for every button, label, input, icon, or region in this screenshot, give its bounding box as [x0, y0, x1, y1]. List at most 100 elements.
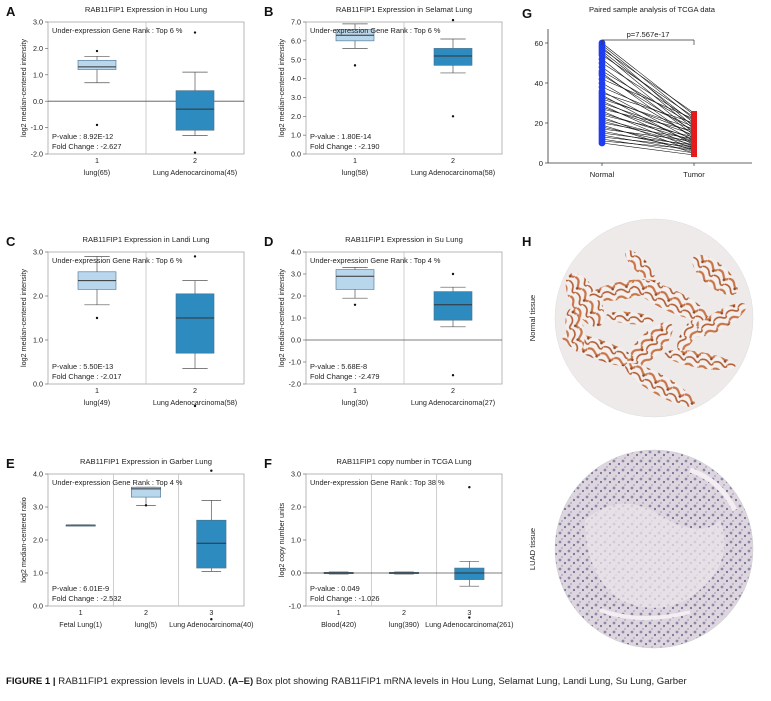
pair-line [601, 142, 695, 156]
panel-letter: F [264, 456, 272, 471]
pair-line [601, 130, 695, 150]
box [335, 269, 375, 290]
y-tick-label: 3.0 [33, 18, 43, 27]
pair-line [601, 48, 695, 114]
box [175, 90, 215, 131]
normal-tissue-texture [562, 250, 747, 407]
y-tick-label: -1.0 [289, 602, 301, 611]
group-label: Blood(420) [321, 620, 356, 629]
y-tick-label: 1.0 [33, 569, 43, 578]
tumor-point [691, 129, 697, 133]
box [131, 486, 162, 498]
y-tick-label: 3.0 [33, 503, 43, 512]
tissue-strand [664, 349, 736, 371]
y-tick-label: 2.0 [291, 503, 301, 512]
y-tick-label: 1.0 [33, 70, 43, 79]
group-label: Lung Adenocarcinoma(27) [411, 398, 495, 407]
group-index: 1 [353, 156, 357, 165]
tissue-strand [565, 273, 605, 327]
y-tick-label: 0.0 [33, 97, 43, 106]
pair-line [601, 54, 695, 118]
group-label: lung(58) [342, 168, 368, 177]
tissue-strand [565, 308, 585, 352]
box-panel-f: F RAB11FIP1 copy number in TCGA Lung -1.0 0… [264, 456, 513, 629]
outlier-point [210, 618, 213, 621]
outlier-point [451, 115, 455, 118]
box [433, 48, 473, 66]
y-tick-label: 2.0 [33, 292, 43, 301]
outlier-point [95, 123, 99, 127]
tissue-strand [625, 363, 695, 407]
box-panel-d: D RAB11FIP1 Expression in Su Lung -2.0 -1.0… [264, 234, 503, 407]
pair-line [601, 82, 695, 138]
pair-line [601, 102, 695, 136]
outlier-point [451, 18, 455, 22]
tumor-point [691, 147, 697, 151]
box-panel-b: B RAB11FIP1 Expression in Selamat Lung 0.0… [264, 4, 503, 177]
y-tick-label: 7.0 [291, 18, 301, 27]
x-tick-label: Normal [590, 170, 615, 179]
group-index: 1 [337, 608, 341, 617]
pair-line [601, 122, 695, 140]
panel-title: Paired sample analysis of TCGA data [589, 5, 716, 14]
pair-line [601, 120, 695, 146]
y-axis-label: log2 median-centered intensity [277, 269, 286, 367]
y-tick-label: 3.0 [33, 248, 43, 257]
outlier-point [468, 616, 471, 619]
pair-line [601, 138, 695, 154]
y-tick-label: 20 [535, 119, 543, 128]
rank-text: Under-expression Gene Rank : Top 38 % [310, 478, 445, 487]
rank-text: Under-expression Gene Rank : Top 6 % [52, 26, 183, 35]
group-label: Lung Adenocarcinoma(58) [411, 168, 495, 177]
group-index: 1 [95, 156, 99, 165]
significance-pvalue: p=7.567e-17 [627, 30, 670, 39]
y-tick-label: 4.0 [291, 74, 301, 83]
rank-text: Under-expression Gene Rank : Top 6 % [52, 256, 183, 265]
panel-title: RAB11FIP1 Expression in Landi Lung [83, 235, 210, 244]
tissue-strand [625, 250, 655, 280]
pair-line [601, 98, 695, 130]
panel-letter: H [522, 234, 531, 249]
y-tick-label: 60 [535, 39, 543, 48]
fold-change-text: Fold Change : -2.532 [52, 594, 121, 603]
fold-change-text: Fold Change : -2.190 [310, 142, 379, 151]
y-tick-label: 0 [539, 159, 543, 168]
luad-vessel [599, 608, 691, 620]
ihc-panel: H Normal tissue LUAD tissue [522, 218, 754, 649]
y-tick-label: 4.0 [33, 470, 43, 479]
pair-line [601, 50, 695, 124]
tumor-point [691, 117, 697, 121]
panel-letter: B [264, 4, 273, 19]
panel-title: RAB11FIP1 copy number in TCGA Lung [336, 457, 471, 466]
group-index: 1 [95, 386, 99, 395]
group-index: 2 [193, 156, 197, 165]
pvalue-text: P-value : 1.80E-14 [310, 132, 371, 141]
luad-stroma-region [585, 503, 725, 608]
outlier-point [451, 374, 455, 377]
outlier-point [210, 469, 213, 472]
group-label: Fetal Lung(1) [59, 620, 102, 629]
outlier-point [468, 486, 471, 489]
luad-vessel [689, 467, 738, 512]
pair-line [601, 62, 695, 122]
y-tick-label: -1.0 [31, 123, 43, 132]
caption-text-1: RAB11FIP1 expression levels in LUAD. [55, 676, 229, 687]
panel-title: RAB11FIP1 Expression in Su Lung [345, 235, 463, 244]
y-tick-label: 4.0 [291, 248, 301, 257]
rank-text: Under-expression Gene Rank : Top 6 % [310, 26, 441, 35]
box-plot-panels: A RAB11FIP1 Expression in Hou Lung -2.0 -1.… [6, 4, 513, 629]
group-label: lung(5) [135, 620, 157, 629]
box [196, 519, 227, 569]
y-tick-label: 1.0 [291, 536, 301, 545]
group-index: 3 [209, 608, 213, 617]
panel-title: RAB11FIP1 Expression in Selamat Lung [336, 5, 472, 14]
y-tick-label: 0.0 [291, 569, 301, 578]
y-tick-label: 0.0 [33, 380, 43, 389]
y-tick-label: 1.0 [291, 314, 301, 323]
outlier-point [193, 31, 197, 34]
pvalue-text: P-value : 0.049 [310, 584, 360, 593]
group-label: lung(65) [84, 168, 110, 177]
pvalue-text: P-value : 6.01E-9 [52, 584, 109, 593]
pair-line [601, 90, 695, 142]
figure-caption: FIGURE 1 | RAB11FIP1 expression levels i… [6, 675, 766, 688]
